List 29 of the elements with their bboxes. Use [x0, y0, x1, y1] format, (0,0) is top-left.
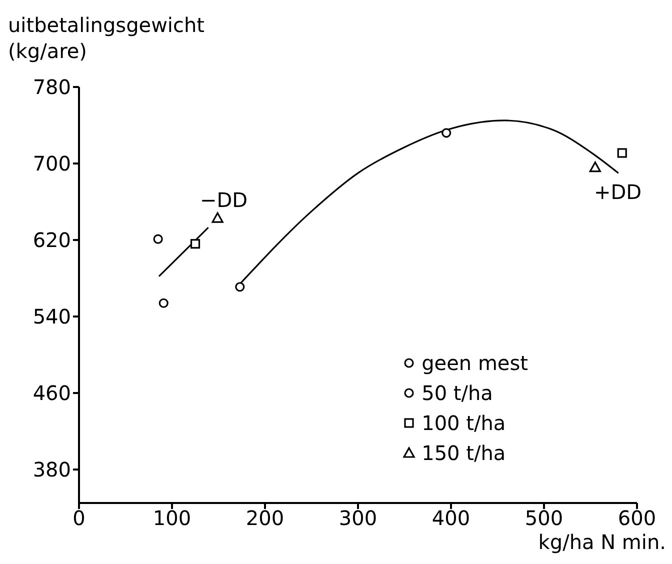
- point: [617, 148, 627, 158]
- point: [235, 282, 245, 292]
- y-tick-label: 540: [32, 304, 71, 329]
- x-tick-label: 500: [524, 506, 564, 530]
- legend-label: 150 t/ha: [422, 440, 506, 467]
- x-tick-label: 100: [152, 506, 192, 530]
- annotation: −DD: [200, 188, 248, 212]
- point: [153, 234, 163, 244]
- x-tick-label: 400: [432, 506, 470, 530]
- legend-label: geen mest: [422, 350, 528, 377]
- legend-label: 100 t/ha: [422, 410, 506, 437]
- y-axis-title: uitbetalingsgewicht (kg/are): [8, 12, 206, 64]
- y-tick-label: 700: [32, 152, 71, 176]
- y-tick-label: 620: [32, 228, 71, 252]
- x-tick-label: 300: [338, 506, 378, 530]
- x-tick-label: 200: [246, 506, 284, 530]
- x-axis-title: kg/ha N min.: [538, 530, 666, 554]
- y-tick-label: 460: [32, 381, 71, 406]
- point: [442, 128, 452, 138]
- y-tick-label: 780: [32, 75, 71, 100]
- annotation: +DD: [594, 180, 642, 204]
- y-tick-label: 380: [32, 458, 71, 482]
- x-tick-label: 600: [618, 506, 656, 530]
- point: [190, 239, 200, 249]
- point: [158, 298, 168, 308]
- point: [589, 162, 601, 172]
- legend-label: 50 t/ha: [422, 380, 493, 407]
- x-tick-label: 0: [72, 506, 86, 530]
- point: [212, 212, 224, 223]
